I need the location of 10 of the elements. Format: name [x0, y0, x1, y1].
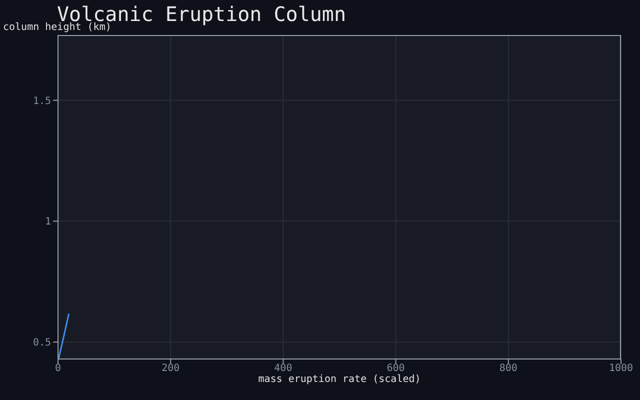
x-tick-label: 0: [54, 363, 62, 374]
x-tick-label: 1000: [608, 363, 634, 374]
y-tick-label: 1: [44, 216, 51, 228]
x-tick-label: 800: [499, 363, 518, 374]
y-tick-label: 1.5: [32, 96, 51, 107]
x-axis-title: mass eruption rate (scaled): [258, 374, 421, 385]
x-tick-label: 600: [386, 363, 405, 374]
y-tick-label: 0.5: [32, 338, 51, 349]
x-tick-label: 200: [162, 363, 180, 374]
x-tick-label: 400: [274, 363, 292, 374]
